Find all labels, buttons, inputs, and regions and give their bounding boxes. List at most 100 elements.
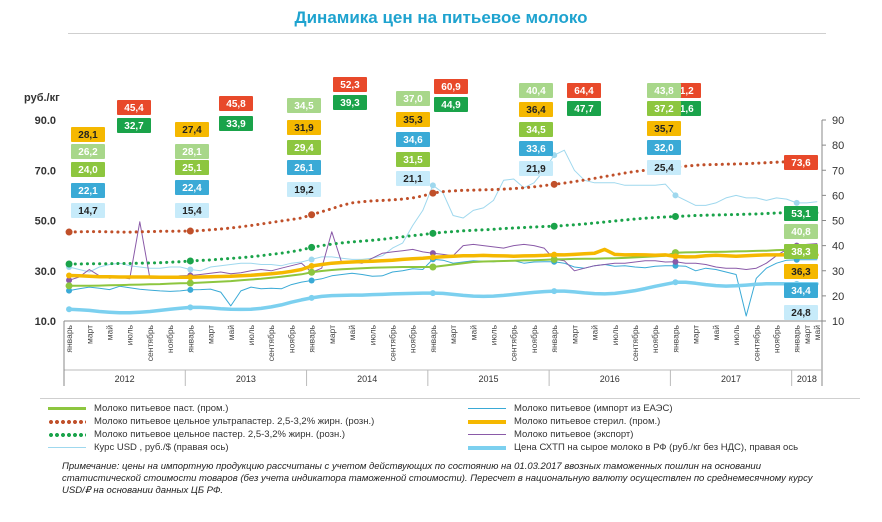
value-box [71, 162, 105, 177]
legend-item: Цена СХТП на сырое молоко в РФ (руб./кг … [468, 442, 798, 453]
year-label: 2013 [236, 374, 256, 384]
legend-swatch [468, 416, 506, 427]
data-label: 39,3 [340, 98, 360, 109]
series-point [551, 251, 558, 258]
value-box [519, 161, 553, 176]
value-box [647, 83, 681, 98]
data-label: 26,1 [294, 163, 314, 174]
data-label: 35,7 [654, 124, 674, 135]
x-tick-label: январь [64, 324, 74, 352]
year-label: 2017 [721, 374, 741, 384]
year-label: 2012 [115, 374, 135, 384]
series-point [308, 211, 316, 219]
value-box [117, 118, 151, 133]
series-point [186, 257, 194, 265]
year-label: 2018 [797, 374, 817, 384]
x-tick-label: март [327, 325, 337, 344]
data-label: 40,8 [791, 227, 811, 238]
x-tick-label: сентябрь [509, 324, 519, 361]
x-tick-label: январь [549, 324, 559, 352]
value-box [287, 140, 321, 155]
x-tick-label: май [104, 325, 114, 341]
title-divider [68, 33, 826, 34]
series-point [308, 256, 315, 263]
value-box [175, 144, 209, 159]
value-box [647, 160, 681, 175]
value-box [784, 305, 818, 320]
y-tick-label: 90.0 [35, 115, 56, 127]
data-label: 36,4 [526, 105, 546, 116]
data-label: 53,1 [791, 209, 811, 220]
x-tick-label: ноябрь [408, 324, 418, 353]
y2-tick-label: 60 [832, 190, 844, 202]
x-tick-label: ноябрь [529, 324, 539, 353]
series-point [65, 228, 73, 236]
data-label: 24,0 [78, 165, 98, 176]
legend-swatch [468, 442, 506, 453]
series-line [68, 221, 818, 281]
series-line [67, 159, 819, 234]
data-label: 28,1 [78, 130, 98, 141]
x-tick-label: март [802, 325, 812, 344]
value-box [784, 264, 818, 279]
data-label: 26,2 [78, 147, 98, 158]
series-point [672, 253, 679, 260]
x-tick-label: сентябрь [266, 324, 276, 361]
value-box [784, 206, 818, 221]
x-tick-label: май [226, 325, 236, 341]
x-tick-label: июль [610, 324, 620, 345]
value-box [71, 203, 105, 218]
series-point [429, 250, 436, 257]
y2-tick-label: 80 [832, 140, 844, 152]
value-box [396, 91, 430, 106]
series-point [66, 277, 73, 284]
x-tick-label: январь [792, 324, 802, 352]
value-box [219, 96, 253, 111]
value-box [175, 180, 209, 195]
series-point [308, 277, 315, 284]
value-box [784, 283, 818, 298]
series-line [67, 247, 819, 280]
value-box [647, 121, 681, 136]
data-label: 25,1 [182, 163, 202, 174]
series-point [66, 272, 73, 279]
x-tick-label: май [347, 325, 357, 341]
value-box [784, 155, 818, 170]
data-label: 40,4 [526, 86, 546, 97]
value-box [71, 183, 105, 198]
data-label: 45,8 [226, 99, 246, 110]
value-box [175, 160, 209, 175]
value-box [396, 152, 430, 167]
x-tick-label: июль [731, 324, 741, 345]
data-label: 32,0 [654, 143, 674, 154]
series-point [187, 266, 194, 273]
legend-swatch [48, 403, 86, 414]
legend-swatch [48, 429, 86, 440]
x-tick-label: сентябрь [387, 324, 397, 361]
value-box [519, 141, 553, 156]
value-box [647, 140, 681, 155]
legend-label: Молоко питьевое (экспорт) [514, 429, 634, 440]
data-label: 34,4 [791, 286, 811, 297]
legend-label: Молоко питьевое стерил. (пром.) [514, 416, 661, 427]
x-tick-label: ноябрь [772, 324, 782, 353]
value-box [117, 100, 151, 115]
data-label: 22,1 [78, 186, 98, 197]
y2-tick-label: 70 [832, 165, 844, 177]
series-point [429, 229, 437, 237]
value-box [333, 77, 367, 92]
y-axis-unit: руб./кг [24, 92, 60, 104]
legend-item: Молоко питьевое (экспорт) [468, 429, 633, 440]
series-point [308, 243, 316, 251]
legend-swatch [468, 429, 506, 440]
value-box [287, 98, 321, 113]
data-label: 34,6 [403, 135, 423, 146]
legend-item: Молоко питьевое стерил. (пром.) [468, 416, 660, 427]
series-point [65, 282, 73, 290]
data-label: 34,5 [294, 101, 314, 112]
data-label: 52,3 [340, 80, 360, 91]
legend-label: Курс USD , руб./$ (правая ось) [94, 442, 229, 453]
data-label: 29,4 [294, 143, 314, 154]
series-point [551, 288, 558, 295]
series-point [308, 268, 316, 276]
